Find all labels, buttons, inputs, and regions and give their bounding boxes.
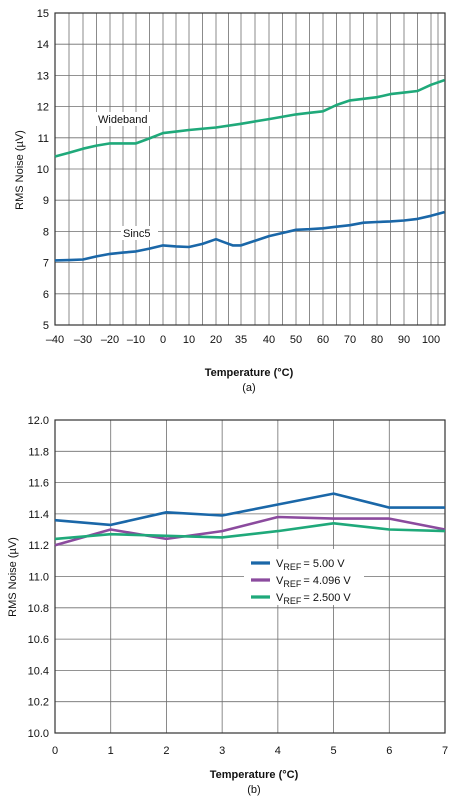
chart-b-x-tick-label: 3 bbox=[219, 745, 225, 757]
chart-b-x-tick-label: 6 bbox=[386, 745, 392, 757]
chart-b-y-tick-label: 11.4 bbox=[28, 509, 49, 521]
chart-a-y-tick-label: 15 bbox=[37, 8, 49, 20]
chart-b-x-tick-label: 5 bbox=[331, 745, 337, 757]
chart-a-label-bg bbox=[121, 226, 158, 240]
chart-a-label-bg bbox=[96, 112, 153, 126]
chart-b-y-axis-label: RMS Noise (µV) bbox=[7, 537, 19, 617]
chart-a-x-tick-label: –40 bbox=[46, 334, 64, 346]
chart-a-series-label-sinc5: Sinc5 bbox=[123, 228, 151, 240]
chart-a-series-label-wideband: Wideband bbox=[98, 114, 148, 126]
chart-a-y-ticks: 5 6 7 8 9 10 11 12 13 14 15 bbox=[37, 8, 49, 332]
chart-b-y-tick-label: 10.8 bbox=[28, 603, 49, 615]
chart-a-line-sinc5 bbox=[54, 210, 445, 262]
chart-a-x-tick-label: –20 bbox=[101, 334, 119, 346]
chart-a-y-tick-label: 13 bbox=[37, 70, 49, 82]
chart-a-y-axis-label: RMS Noise (µV) bbox=[14, 130, 26, 210]
chart-b-legend-entry: VREF = 5.00 V bbox=[276, 558, 345, 572]
chart-b-legend-entry: VREF = 2.500 V bbox=[276, 592, 351, 606]
chart-b-x-tick-label: 0 bbox=[52, 745, 58, 757]
chart-a-x-tick-label: 90 bbox=[398, 334, 410, 346]
chart-b-x-ticks: 0 1 2 3 4 5 6 7 bbox=[52, 745, 448, 757]
chart-a-frame bbox=[54, 12, 446, 326]
chart-a-x-tick-label: 70 bbox=[344, 334, 356, 346]
chart-b-x-tick-label: 2 bbox=[163, 745, 169, 757]
chart-a-y-tick-label: 7 bbox=[43, 258, 49, 270]
chart-b-x-axis-label: Temperature (°C) bbox=[210, 769, 299, 781]
chart-b-y-tick-label: 11.6 bbox=[28, 478, 49, 490]
chart-b-legend-entry: VREF = 4.096 V bbox=[276, 575, 351, 589]
chart-a-y-tick-label: 11 bbox=[38, 133, 49, 145]
chart-a-y-tick-label: 6 bbox=[43, 289, 49, 301]
chart-a-x-axis-label: Temperature (°C) bbox=[205, 367, 294, 379]
chart-b-x-tick-label: 7 bbox=[442, 745, 448, 757]
chart-a-y-tick-label: 5 bbox=[43, 320, 49, 332]
chart-b-y-tick-label: 10.6 bbox=[28, 634, 49, 646]
chart-b-y-ticks: 10.0 10.2 10.4 10.6 10.8 11.0 11.2 11.4 11.6 11.8… bbox=[28, 415, 49, 740]
chart-a-series-labels: Wideband Sinc5 bbox=[96, 112, 158, 240]
chart-b-y-tick-label: 10.4 bbox=[28, 665, 49, 677]
chart-a: 5 6 7 8 9 10 11 12 13 14 15 –40 –30 –20 –10 0 10 20 35 40 5… bbox=[14, 8, 446, 394]
chart-a-x-ticks: –40 –30 –20 –10 0 10 20 35 40 50 60 70 80 90 100 bbox=[46, 334, 440, 346]
chart-b-caption: (b) bbox=[247, 784, 260, 796]
chart-a-y-tick-label: 10 bbox=[37, 164, 49, 176]
chart-b-y-tick-label: 10.0 bbox=[28, 728, 49, 740]
chart-b-x-tick-label: 1 bbox=[108, 745, 114, 757]
chart-a-x-tick-label: –30 bbox=[74, 334, 92, 346]
chart-a-grid bbox=[54, 12, 446, 326]
chart-a-y-tick-label: 8 bbox=[43, 226, 49, 238]
chart-a-x-tick-label: 60 bbox=[317, 334, 329, 346]
chart-a-x-tick-label: 100 bbox=[422, 334, 440, 346]
chart-b-line-2 bbox=[54, 522, 446, 541]
chart-a-line-wideband bbox=[54, 78, 445, 158]
chart-b-y-tick-label: 11.2 bbox=[28, 540, 49, 552]
chart-b-y-tick-label: 10.2 bbox=[28, 697, 49, 709]
chart-a-y-tick-label: 12 bbox=[37, 102, 49, 114]
chart-a-y-tick-label: 14 bbox=[37, 39, 49, 51]
chart-a-caption: (a) bbox=[242, 382, 255, 394]
chart-b-frame bbox=[54, 419, 446, 734]
chart-b-y-tick-label: 11.8 bbox=[28, 446, 49, 458]
chart-b-series bbox=[54, 492, 446, 547]
chart-a-y-tick-label: 9 bbox=[43, 195, 49, 207]
chart-a-x-tick-label: 40 bbox=[263, 334, 275, 346]
chart-b-legend: VREF = 5.00 V VREF = 4.096 V VREF = 2.500 V bbox=[244, 549, 364, 606]
chart-a-x-tick-label: 80 bbox=[371, 334, 383, 346]
chart-b-y-tick-label: 12.0 bbox=[28, 415, 49, 427]
chart-a-x-tick-label: 0 bbox=[160, 334, 166, 346]
chart-a-x-tick-label: 35 bbox=[235, 334, 247, 346]
chart-a-series bbox=[54, 78, 445, 262]
chart-a-x-tick-label: 50 bbox=[290, 334, 302, 346]
chart-a-x-tick-label: 20 bbox=[210, 334, 222, 346]
chart-b-y-tick-label: 11.0 bbox=[28, 572, 49, 584]
chart-b-x-tick-label: 4 bbox=[275, 745, 281, 757]
chart-b-line-1 bbox=[54, 515, 446, 547]
chart-b: 10.0 10.2 10.4 10.6 10.8 11.0 11.2 11.4 11.6 11.8… bbox=[7, 415, 448, 796]
chart-a-x-tick-label: –10 bbox=[127, 334, 145, 346]
chart-b-line-0 bbox=[54, 492, 445, 527]
chart-a-x-tick-label: 10 bbox=[183, 334, 195, 346]
